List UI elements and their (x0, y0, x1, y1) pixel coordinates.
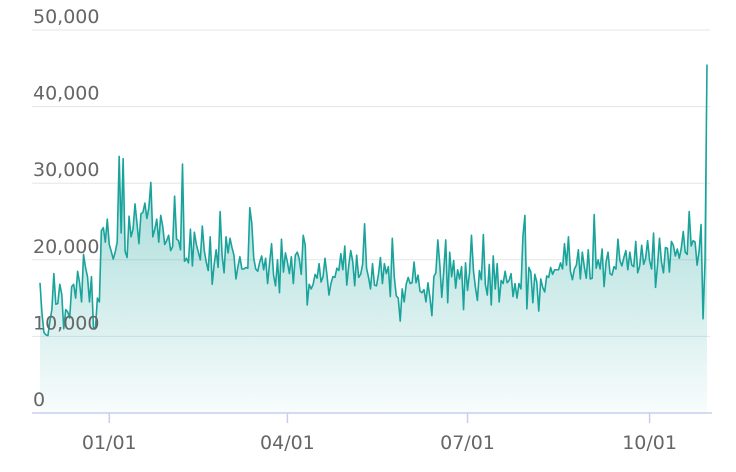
y-tick-label: 40,000 (33, 83, 99, 105)
x-tick-label: 04/01 (260, 432, 315, 454)
x-tick-label: 10/01 (622, 432, 677, 454)
x-tick-label: 07/01 (440, 432, 495, 454)
y-tick-label: 10,000 (33, 312, 99, 334)
y-axis-tick-labels: 0 10,000 20,000 30,000 40,000 50,000 (33, 6, 99, 411)
y-tick-label: 30,000 (33, 159, 99, 181)
y-tick-label: 0 (33, 389, 45, 411)
series-area-layer (39, 64, 708, 413)
x-axis-tick-labels: 01/01 04/01 07/01 10/01 (82, 432, 677, 454)
series-line (39, 64, 708, 337)
y-tick-label: 20,000 (33, 236, 99, 258)
y-tick-label: 50,000 (33, 6, 99, 28)
x-axis (32, 412, 712, 423)
series-area (40, 64, 707, 413)
x-tick-label: 01/01 (82, 432, 137, 454)
